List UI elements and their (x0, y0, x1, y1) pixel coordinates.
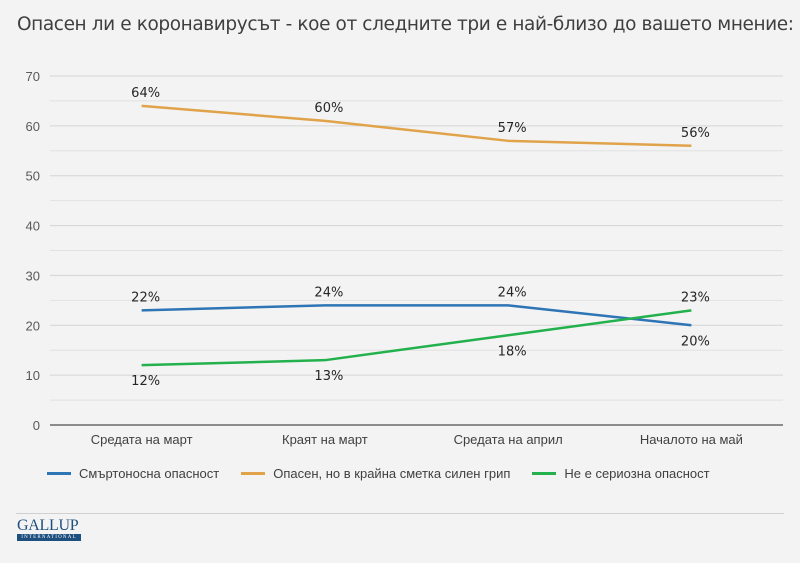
data-label: 12% (131, 374, 160, 389)
gallup-logo: GALLUP INTERNATIONAL (17, 517, 81, 541)
footer-divider (16, 513, 784, 514)
y-tick-label: 70 (26, 69, 40, 84)
legend-label: Смъртоносна опасност (79, 466, 220, 481)
data-label: 23% (681, 290, 710, 305)
x-tick-label: Средата на април (454, 432, 563, 447)
data-label: 13% (314, 369, 343, 384)
series-line-2 (141, 309, 692, 367)
legend-swatch-green (532, 472, 557, 475)
series-lines (141, 104, 692, 367)
legend-label: Не е сериозна опасност (564, 466, 710, 481)
y-tick-label: 50 (26, 169, 40, 184)
x-tick-label: Краят на март (282, 432, 368, 447)
data-label: 24% (314, 285, 343, 300)
y-tick-label: 60 (26, 119, 40, 134)
y-axis-ticks: 0 10 20 30 40 50 60 70 (26, 69, 40, 433)
legend-swatch-blue (47, 472, 71, 475)
legend-item-flu[interactable]: Опасен, но в крайна сметка силен грип (241, 466, 510, 481)
series-line-0 (141, 304, 692, 327)
legend-label: Опасен, но в крайна сметка силен грип (273, 466, 511, 481)
x-tick-label: Началото на май (640, 432, 743, 447)
series-line-1 (141, 104, 692, 148)
chart-title: Опасен ли е коронавирусът - кое от следн… (17, 14, 794, 35)
logo-text-top: GALLUP (17, 517, 79, 534)
legend-item-deadly[interactable]: Смъртоносна опасност (47, 466, 219, 481)
data-label: 18% (498, 344, 527, 359)
data-label: 64% (131, 86, 160, 101)
legend: Смъртоносна опасност Опасен, но в крайна… (47, 466, 732, 481)
legend-item-not-serious[interactable]: Не е сериозна опасност (532, 466, 710, 481)
gridlines (50, 75, 783, 426)
x-tick-label: Средата на март (91, 432, 193, 447)
data-label: 24% (498, 285, 527, 300)
y-tick-label: 40 (26, 219, 40, 234)
x-axis-ticks: Средата на март Краят на март Средата на а… (91, 432, 743, 447)
legend-swatch-orange (241, 472, 266, 475)
y-tick-label: 10 (26, 368, 40, 383)
data-label: 22% (131, 290, 160, 305)
data-label: 57% (498, 121, 527, 136)
y-tick-label: 0 (33, 418, 40, 433)
data-label: 60% (314, 101, 343, 116)
data-label: 20% (681, 334, 710, 349)
y-tick-label: 30 (26, 268, 40, 283)
logo-text-bottom: INTERNATIONAL (17, 534, 81, 541)
data-labels: 22% 24% 24% 20% 64% 60% 57% 56% 12% 13% 18% 23% (131, 86, 710, 389)
y-tick-label: 20 (26, 318, 40, 333)
data-label: 56% (681, 126, 710, 141)
